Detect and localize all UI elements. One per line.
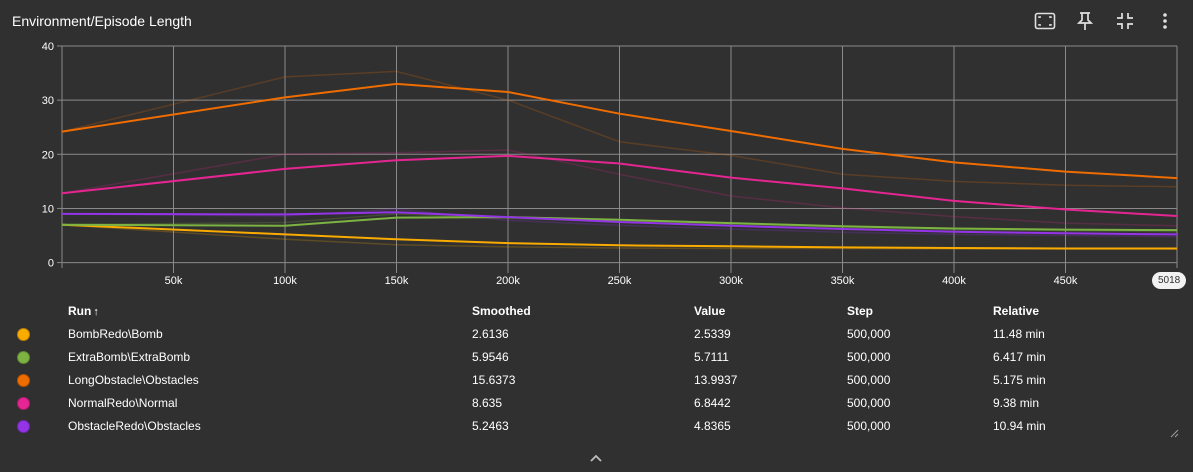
raw-series-line bbox=[62, 70, 1177, 188]
fit-domain-icon bbox=[1034, 12, 1056, 30]
smoothed-value: 15.6373 bbox=[472, 372, 516, 387]
smoothed-value: 5.2463 bbox=[472, 418, 509, 433]
table-row: BombRedo\Bomb 2.6136 2.5339 500,000 11.4… bbox=[8, 322, 1113, 345]
raw-value: 2.5339 bbox=[694, 326, 731, 341]
value-header[interactable]: Value bbox=[694, 304, 726, 318]
step-value: 500,000 bbox=[847, 349, 891, 364]
chart-title: Environment/Episode Length bbox=[12, 13, 192, 29]
y-tick-label: 40 bbox=[42, 41, 54, 53]
collapse-button[interactable] bbox=[1109, 10, 1141, 32]
table-row: ObstacleRedo\Obstacles 5.2463 4.8365 500… bbox=[8, 414, 1113, 437]
relative-time: 11.48 min bbox=[993, 326, 1045, 341]
run-color-cell bbox=[8, 322, 68, 345]
run-header-label: Run bbox=[68, 304, 92, 318]
smoothed-series-line bbox=[62, 211, 1177, 236]
run-color-cell bbox=[8, 391, 68, 414]
x-tick-label: 300k bbox=[719, 275, 743, 287]
smoothed-series-line bbox=[62, 216, 1177, 232]
run-name: ObstacleRedo\Obstacles bbox=[68, 418, 201, 433]
more-vert-icon bbox=[1163, 13, 1167, 29]
run-color-dot bbox=[17, 419, 30, 433]
x-tick-label: 450k bbox=[1054, 275, 1078, 287]
step-header[interactable]: Step bbox=[847, 304, 874, 318]
relative-time: 9.38 min bbox=[993, 395, 1040, 410]
raw-value: 6.8442 bbox=[694, 395, 731, 410]
smoothed-series-line bbox=[62, 223, 1177, 250]
smoothed-series-line bbox=[62, 154, 1177, 217]
axis-layer: 0 10 20 30 40 50k 100k 150k 200k 250k 300k 350k 400k… bbox=[42, 41, 1078, 287]
x-tick-label: 100k bbox=[273, 275, 297, 287]
runs-table: Run ↑ Smoothed Value Step Relative BombRe… bbox=[8, 300, 1113, 437]
relative-header[interactable]: Relative bbox=[993, 304, 1040, 318]
pin-button[interactable] bbox=[1069, 10, 1101, 32]
pin-icon bbox=[1077, 12, 1093, 30]
raw-value: 13.9937 bbox=[694, 372, 738, 387]
step-badge: 5018 bbox=[1152, 272, 1187, 289]
table-header-row: Run ↑ Smoothed Value Step Relative bbox=[8, 300, 1113, 322]
line-chart[interactable]: 0 10 20 30 40 50k 100k 150k 200k 250k 300k 350k 400k… bbox=[0, 40, 1193, 290]
y-tick-label: 10 bbox=[42, 203, 54, 215]
x-tick-label: 50k bbox=[165, 275, 183, 287]
run-name: BombRedo\Bomb bbox=[68, 326, 163, 341]
y-tick-label: 20 bbox=[42, 149, 54, 161]
smoothed-value: 5.9546 bbox=[472, 349, 509, 364]
run-color-dot bbox=[17, 373, 30, 387]
chart-toolbar bbox=[1029, 10, 1181, 32]
run-color-cell bbox=[8, 414, 68, 437]
run-color-cell bbox=[8, 345, 68, 368]
raw-value: 5.7111 bbox=[694, 349, 729, 364]
expand-chevron-icon[interactable] bbox=[588, 452, 604, 464]
x-tick-label: 150k bbox=[385, 275, 409, 287]
x-tick-label: 250k bbox=[608, 275, 632, 287]
raw-series-line bbox=[62, 149, 1177, 227]
grid-layer bbox=[61, 45, 1178, 268]
step-value: 500,000 bbox=[847, 418, 891, 433]
color-header bbox=[8, 300, 68, 322]
run-header[interactable]: Run ↑ bbox=[68, 300, 472, 322]
table-row: NormalRedo\Normal 8.635 6.8442 500,000 9… bbox=[8, 391, 1113, 414]
relative-time: 10.94 min bbox=[993, 418, 1046, 433]
step-value: 500,000 bbox=[847, 372, 891, 387]
x-tick-label: 200k bbox=[496, 275, 520, 287]
x-tick-label: 400k bbox=[942, 275, 966, 287]
resize-grip-icon[interactable] bbox=[1169, 428, 1179, 438]
smoothed-lines bbox=[62, 82, 1177, 250]
relative-time: 6.417 min bbox=[993, 349, 1046, 364]
raw-value: 4.8365 bbox=[694, 418, 731, 433]
y-tick-label: 30 bbox=[42, 95, 54, 107]
run-name: LongObstacle\Obstacles bbox=[68, 372, 199, 387]
step-value: 500,000 bbox=[847, 395, 891, 410]
smoothed-series-line bbox=[62, 82, 1177, 180]
run-color-dot bbox=[17, 396, 30, 410]
fit-domain-button[interactable] bbox=[1029, 10, 1061, 32]
more-options-button[interactable] bbox=[1149, 10, 1181, 32]
x-tick-label: 350k bbox=[831, 275, 855, 287]
run-color-dot bbox=[17, 327, 30, 341]
step-value: 500,000 bbox=[847, 326, 891, 341]
smoothed-value: 2.6136 bbox=[472, 326, 509, 341]
table-row: ExtraBomb\ExtraBomb 5.9546 5.7111 500,00… bbox=[8, 345, 1113, 368]
run-name: NormalRedo\Normal bbox=[68, 395, 178, 410]
smoothed-header[interactable]: Smoothed bbox=[472, 304, 531, 318]
sort-arrow-icon: ↑ bbox=[93, 306, 99, 318]
run-color-cell bbox=[8, 368, 68, 391]
collapse-icon bbox=[1117, 13, 1133, 29]
run-color-dot bbox=[17, 350, 30, 364]
smoothed-value: 8.635 bbox=[472, 395, 503, 410]
relative-time: 5.175 min bbox=[993, 372, 1046, 387]
table-row: LongObstacle\Obstacles 15.6373 13.9937 5… bbox=[8, 368, 1113, 391]
run-name: ExtraBomb\ExtraBomb bbox=[68, 349, 191, 364]
y-tick-label: 0 bbox=[48, 258, 54, 270]
